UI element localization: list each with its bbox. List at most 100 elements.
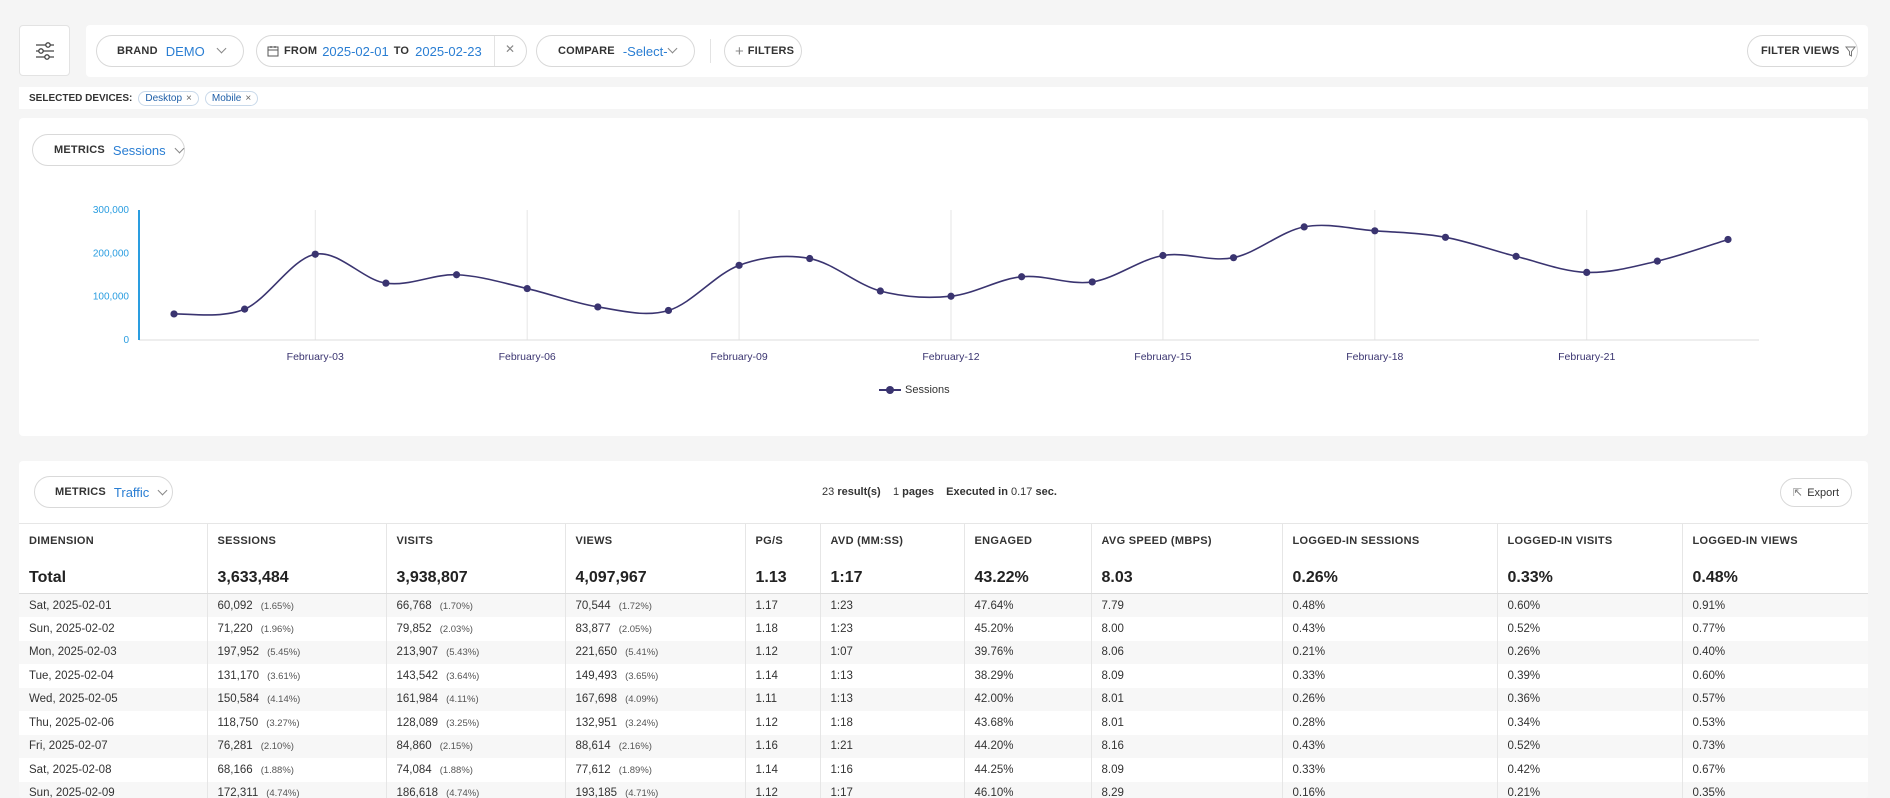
cell-value: 46.10%: [974, 787, 1014, 798]
cell-value: 8.09: [1101, 669, 1124, 682]
export-button[interactable]: ⇱ Export: [1779, 478, 1852, 507]
cell-value: 1.18: [755, 622, 778, 635]
cell-value: 1.16: [755, 740, 778, 753]
table-cell: 84,860 (2.15%): [386, 734, 566, 758]
table-cell: 0.42%: [1497, 758, 1683, 782]
table-cell: 0.26%: [1497, 640, 1683, 664]
device-chip-mobile[interactable]: Mobile ×: [204, 90, 259, 106]
remove-chip-icon[interactable]: ×: [186, 92, 192, 104]
chevron-down-icon: [667, 43, 678, 54]
table-cell: 88,614 (2.16%): [565, 734, 746, 758]
settings-button[interactable]: [19, 25, 70, 76]
table-cell: 8.29: [1091, 781, 1283, 798]
data-point: [664, 306, 673, 315]
from-date[interactable]: 2025-02-01: [322, 43, 389, 59]
remove-chip-icon[interactable]: ×: [245, 92, 252, 104]
chart-legend[interactable]: Sessions: [879, 384, 950, 396]
chart-metrics-select[interactable]: METRICS Sessions: [32, 134, 185, 166]
chart-card: METRICS Sessions 0 100,000 200,000 300,000 F…: [19, 118, 1868, 436]
table-cell: 1.12: [745, 781, 821, 798]
cell-percent: (2.15%): [439, 741, 473, 753]
table-cell: 0.91%: [1682, 593, 1868, 617]
brand-select[interactable]: BRAND DEMO: [96, 35, 244, 67]
table-cell: 8.06: [1091, 640, 1283, 664]
cell-value: 0.73%: [1692, 740, 1726, 753]
table-cell: 1:23: [820, 617, 965, 641]
cell-percent: (4.11%): [446, 694, 479, 706]
table-cell: 1:13: [820, 664, 965, 688]
device-chip-desktop[interactable]: Desktop ×: [138, 90, 199, 106]
x-tick-label: February-15: [1134, 351, 1191, 363]
data-point: [1653, 257, 1661, 265]
column-header[interactable]: ENGAGED: [964, 523, 1092, 559]
table-cell: 70,544 (1.72%): [565, 593, 746, 617]
cell-value: 8.09: [1101, 763, 1124, 776]
column-header[interactable]: LOGGED-IN VISITS: [1497, 523, 1683, 559]
clear-date-icon[interactable]: ✕: [505, 42, 516, 56]
filters-button[interactable]: + FILTERS: [724, 35, 802, 67]
column-header[interactable]: VISITS: [386, 523, 566, 559]
table-row: Mon, 2025-02-03 197,952 (5.45%) 213,907 (5.4…: [19, 640, 1868, 664]
total-cell: 0.48%: [1682, 558, 1868, 594]
table-cell: 0.43%: [1282, 617, 1498, 641]
total-cell: 1.13: [745, 558, 821, 594]
cell-value: 1.17: [755, 599, 778, 612]
cell-value: 118,750: [217, 716, 259, 729]
results-label: result(s): [837, 486, 881, 498]
chevron-down-icon: [216, 43, 227, 54]
table-cell: 46.10%: [964, 781, 1092, 798]
cell-value: 68,166: [217, 763, 253, 776]
cell-value: 45.20%: [974, 622, 1014, 635]
cell-value: 38.29%: [974, 669, 1014, 682]
data-point: [806, 254, 814, 263]
cell-value: 0.35%: [1692, 787, 1726, 798]
cell-value: 149,493: [575, 669, 618, 682]
column-header[interactable]: LOGGED-IN SESSIONS: [1282, 523, 1498, 559]
column-header[interactable]: AVG SPEED (MBPS): [1091, 523, 1283, 559]
table-cell: 0.77%: [1682, 617, 1868, 641]
chart-metrics-value: Sessions: [112, 142, 166, 158]
results-summary: 23 result(s) 1 pages Executed in 0.17 se…: [822, 486, 1057, 498]
table-cell: 197,952 (5.45%): [207, 640, 387, 664]
table-cell: 43.68%: [964, 711, 1092, 735]
total-cell: 0.33%: [1497, 558, 1683, 594]
cell-value: 186,618: [396, 787, 439, 798]
column-header[interactable]: LOGGED-IN VIEWS: [1682, 523, 1868, 559]
execution-time-unit: sec.: [1035, 486, 1057, 498]
cell-value: 43.68%: [974, 716, 1014, 729]
cell-value: 44.20%: [974, 740, 1014, 753]
table-cell: 1.12: [745, 711, 821, 735]
column-header[interactable]: SESSIONS: [207, 523, 387, 559]
table-cell: 8.01: [1091, 687, 1283, 711]
column-header[interactable]: VIEWS: [565, 523, 746, 559]
column-header[interactable]: AVD (MM:SS): [820, 523, 965, 559]
column-header[interactable]: PG/S: [745, 523, 821, 559]
table-cell: 8.01: [1091, 711, 1283, 735]
table-cell: 44.20%: [964, 734, 1092, 758]
selected-devices-label: SELECTED DEVICES:: [29, 92, 133, 104]
cell-percent: (5.45%): [267, 647, 301, 659]
table-cell: 8.00: [1091, 617, 1283, 641]
table-metrics-select[interactable]: METRICS Traffic: [34, 476, 173, 508]
cell-value: 39.76%: [974, 646, 1014, 659]
table-cell: 68,166 (1.88%): [207, 758, 387, 782]
table-cell: 150,584 (4.14%): [207, 687, 387, 711]
cell-value: Sat, 2025-02-08: [29, 763, 112, 776]
to-date[interactable]: 2025-02-23: [415, 43, 482, 59]
table-cell: Mon, 2025-02-03: [19, 640, 208, 664]
total-cell: 4,097,967: [565, 558, 746, 594]
cell-percent: (1.65%): [260, 600, 294, 612]
table-cell: 0.16%: [1282, 781, 1498, 798]
table-cell: 38.29%: [964, 664, 1092, 688]
table-row: Sat, 2025-02-01 60,092 (1.65%) 66,768 (1.70%…: [19, 593, 1868, 617]
filter-views-button[interactable]: FILTER VIEWS: [1747, 35, 1858, 67]
table-cell: 0.57%: [1682, 687, 1868, 711]
data-point: [1159, 251, 1167, 260]
data-point: [170, 310, 178, 318]
compare-select[interactable]: COMPARE -Select-: [536, 35, 695, 67]
column-header[interactable]: DIMENSION: [19, 523, 208, 559]
chevron-down-icon: [157, 485, 168, 495]
date-range-picker[interactable]: FROM 2025-02-01 TO 2025-02-23 ✕: [256, 35, 527, 67]
cell-value: 70,544: [575, 599, 611, 612]
data-point: [452, 271, 461, 279]
